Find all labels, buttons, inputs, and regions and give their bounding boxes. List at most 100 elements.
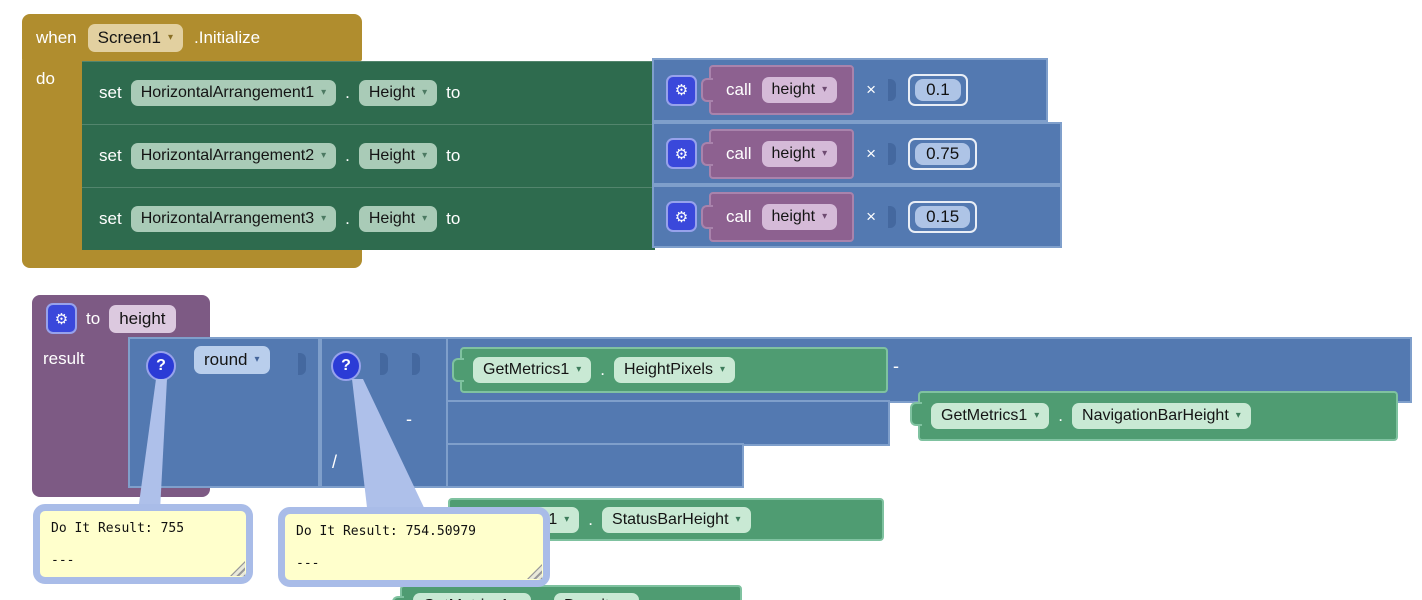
property-dropdown[interactable]: NavigationBarHeight ▾ — [1072, 403, 1251, 429]
set-block-row[interactable]: set HorizontalArrangement1 ▾ . Height ▾ … — [82, 61, 655, 124]
getter-block-density[interactable]: GetMetrics1 ▾ . Density ▾ — [392, 585, 742, 600]
doit-result-text: Do It Result: 754.50979 — [296, 524, 477, 539]
round-dropdown[interactable]: round ▾ — [194, 346, 270, 374]
property-dropdown-value: StatusBarHeight — [612, 510, 729, 528]
multiply-block[interactable]: ⚙ call height ▾ × 0.75 — [652, 122, 1062, 185]
multiply-sign: × — [866, 143, 877, 163]
multiply-sign: × — [866, 206, 877, 226]
set-block-row[interactable]: set HorizontalArrangement3 ▾ . Height ▾ … — [82, 187, 655, 250]
to-label: to — [446, 208, 461, 228]
round-dropdown-value: round — [204, 350, 248, 369]
dropdown-arrow-icon: ▾ — [822, 210, 828, 222]
property-dropdown[interactable]: Height ▾ — [358, 79, 438, 106]
property-dropdown[interactable]: StatusBarHeight ▾ — [602, 506, 751, 533]
dropdown-arrow-icon: ▾ — [1235, 410, 1241, 421]
gear-icon[interactable]: ⚙ — [666, 201, 697, 232]
component-dropdown[interactable]: HorizontalArrangement2 ▾ — [130, 142, 337, 169]
dot-label: . — [588, 509, 594, 529]
call-procedure-block[interactable]: call height ▾ — [700, 65, 855, 115]
property-dropdown[interactable]: Height ▾ — [358, 142, 438, 169]
dot-label: . — [540, 596, 545, 600]
dropdown-arrow-icon: ▾ — [422, 212, 428, 224]
multiply-block[interactable]: ⚙ call height ▾ × 0.15 — [652, 185, 1062, 248]
to-label: to — [446, 82, 461, 102]
multiply-block[interactable]: ⚙ call height ▾ × 0.1 — [652, 58, 1048, 122]
minus-sign: - — [893, 356, 899, 376]
divide-sign: / — [332, 452, 338, 472]
set-label: set — [99, 82, 122, 102]
screen-dropdown[interactable]: Screen1 ▾ — [87, 23, 183, 52]
procedure-name-field[interactable]: height — [109, 304, 176, 333]
component-dropdown[interactable]: HorizontalArrangement1 ▾ — [130, 79, 337, 106]
set-label: set — [99, 145, 122, 165]
dot-label: . — [345, 208, 350, 228]
to-label: to — [86, 308, 101, 328]
event-block-footer[interactable] — [22, 249, 362, 268]
dot-label: . — [1058, 406, 1064, 425]
doit-result-ellipsis: --- — [51, 553, 75, 568]
property-dropdown-value: Height — [368, 146, 416, 164]
doit-result-bubble[interactable]: Do It Result: 754.50979 --- — [278, 507, 550, 587]
dropdown-arrow-icon: ▾ — [564, 513, 570, 525]
comment-question-icon[interactable]: ? — [146, 351, 176, 381]
dot-label: . — [600, 360, 606, 379]
socket-notch — [380, 353, 388, 375]
set-block-row[interactable]: set HorizontalArrangement2 ▾ . Height ▾ … — [82, 124, 655, 187]
component-dropdown[interactable]: GetMetrics1 ▾ — [413, 593, 532, 600]
component-dropdown[interactable]: GetMetrics1 ▾ — [931, 403, 1050, 429]
comment-question-icon[interactable]: ? — [331, 351, 361, 381]
property-dropdown-value: NavigationBarHeight — [1082, 407, 1229, 424]
dropdown-arrow-icon: ▾ — [1034, 410, 1040, 421]
number-value[interactable]: 0.15 — [915, 205, 971, 228]
gear-icon[interactable]: ⚙ — [666, 74, 697, 106]
procedure-dropdown[interactable]: height ▾ — [761, 203, 838, 230]
socket-notch — [298, 353, 306, 375]
socket-notch — [888, 205, 897, 228]
getter-block-navigationbarheight[interactable]: GetMetrics1 ▾ . NavigationBarHeight ▾ — [910, 391, 1398, 441]
call-procedure-block[interactable]: call height ▾ — [700, 191, 855, 242]
dropdown-arrow-icon: ▾ — [576, 364, 582, 375]
procedure-dropdown[interactable]: height ▾ — [761, 77, 838, 103]
event-block-header[interactable]: when Screen1 ▾ .Initialize — [22, 14, 362, 61]
number-block[interactable]: 0.75 — [908, 137, 978, 170]
socket-notch — [888, 142, 897, 165]
procedure-dropdown-value: height — [771, 144, 816, 162]
component-dropdown[interactable]: HorizontalArrangement3 ▾ — [130, 205, 337, 232]
dropdown-arrow-icon: ▾ — [321, 212, 327, 224]
socket-notch — [888, 79, 897, 101]
dropdown-arrow-icon: ▾ — [321, 149, 327, 161]
screen-dropdown-value: Screen1 — [97, 27, 161, 47]
to-label: to — [446, 145, 461, 165]
call-label: call — [726, 80, 752, 99]
dropdown-arrow-icon: ▾ — [719, 364, 725, 375]
component-dropdown-value: GetMetrics1 — [483, 361, 570, 378]
property-dropdown-value: Density — [564, 597, 617, 600]
call-label: call — [726, 206, 752, 226]
property-dropdown[interactable]: Density ▾ — [554, 593, 640, 600]
gear-icon[interactable]: ⚙ — [666, 138, 697, 169]
doit-result-bubble[interactable]: Do It Result: 755 --- — [33, 504, 253, 584]
number-value[interactable]: 0.1 — [915, 79, 961, 101]
component-dropdown[interactable]: GetMetrics1 ▾ — [473, 357, 592, 383]
dropdown-arrow-icon: ▾ — [254, 354, 260, 365]
getter-block-heightpixels[interactable]: GetMetrics1 ▾ . HeightPixels ▾ — [452, 347, 888, 393]
number-value[interactable]: 0.75 — [915, 142, 971, 165]
procedure-dropdown-value: height — [771, 81, 816, 98]
number-block[interactable]: 0.1 — [908, 74, 968, 106]
set-label: set — [99, 208, 122, 228]
event-do-rail[interactable]: do — [22, 60, 82, 250]
dropdown-arrow-icon: ▾ — [735, 513, 741, 525]
dropdown-arrow-icon: ▾ — [822, 84, 828, 95]
minus-sign: - — [406, 409, 412, 429]
procedure-dropdown[interactable]: height ▾ — [761, 140, 838, 167]
property-dropdown[interactable]: Height ▾ — [358, 205, 438, 232]
gear-icon[interactable]: ⚙ — [46, 303, 77, 334]
property-dropdown-value: HeightPixels — [624, 361, 713, 378]
call-procedure-block[interactable]: call height ▾ — [700, 128, 855, 179]
component-dropdown-value: GetMetrics1 — [941, 407, 1028, 424]
doit-result-text: Do It Result: 755 — [51, 521, 185, 536]
property-dropdown[interactable]: HeightPixels ▾ — [614, 357, 735, 383]
when-label: when — [36, 27, 77, 47]
number-block[interactable]: 0.15 — [908, 200, 978, 233]
